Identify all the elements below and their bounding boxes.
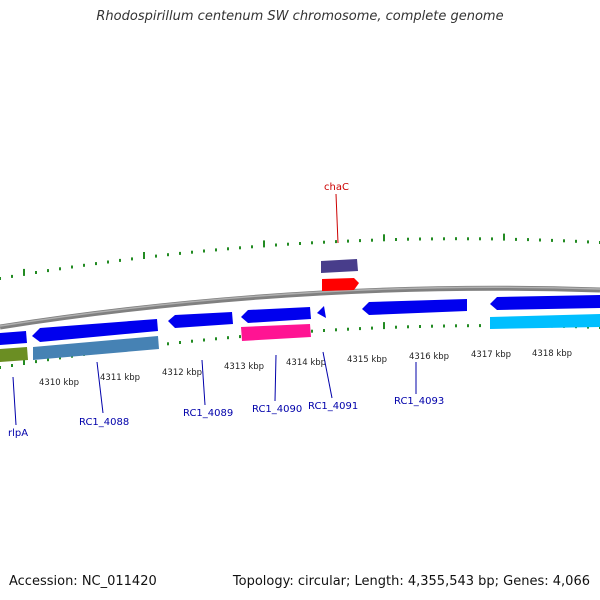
gene-label-rlpa[interactable]: rlpA [8, 428, 28, 439]
leader-rlpa [12, 376, 17, 426]
outer-ticks [0, 233, 600, 280]
gene-feature-rc1-4092-cds[interactable] [362, 299, 467, 315]
gene-feature-chac[interactable] [321, 259, 358, 273]
tick-label: 4312 kbp [162, 368, 202, 378]
gene-label-rc1-4093[interactable]: RC1_4093 [394, 396, 444, 407]
leader-rc1-4090 [274, 354, 277, 402]
tick-label: 4317 kbp [471, 350, 511, 360]
gene-label-rc1-4091[interactable]: RC1_4091 [308, 401, 358, 412]
gene-feature-rc1-4088-cds[interactable] [32, 319, 158, 342]
tick-label: 4310 kbp [39, 378, 79, 388]
gene-feature-rc1-4093[interactable] [490, 314, 600, 329]
gene-feature-chac-red[interactable] [322, 278, 359, 291]
accession-label: Accession: NC_011420 [9, 574, 157, 589]
gene-label-rc1-4090[interactable]: RC1_4090 [252, 404, 302, 415]
leader-chac [335, 193, 339, 244]
chromosome-backbone [0, 285, 600, 330]
gene-labels: chaC rlpA RC1_4088 RC1_4089 RC1_4090 RC1… [8, 182, 444, 439]
gene-label-chac[interactable]: chaC [324, 182, 349, 193]
tick-label: 4316 kbp [409, 352, 449, 362]
gene-feature-rlpa-cds[interactable] [0, 331, 27, 345]
tick-label: 4315 kbp [347, 355, 387, 365]
leader-rc1-4089 [201, 359, 206, 406]
genome-summary: Topology: circular; Length: 4,355,543 bp… [232, 574, 590, 589]
leader-rc1-4091 [322, 351, 333, 399]
leader-rc1-4088 [96, 361, 104, 414]
gene-label-rc1-4088[interactable]: RC1_4088 [79, 417, 129, 428]
chromosome-backbone-highlight [0, 286, 600, 327]
tick-label: 4314 kbp [286, 358, 326, 368]
gene-feature-rlpa[interactable] [0, 347, 28, 362]
gene-label-rc1-4089[interactable]: RC1_4089 [183, 408, 233, 419]
gene-feature-rc1-4093-cds[interactable] [490, 295, 600, 310]
tick-label: 4311 kbp [100, 373, 140, 383]
gene-feature-rc1-4089-cds[interactable] [168, 312, 233, 328]
scale-labels: 4310 kbp 4311 kbp 4312 kbp 4313 kbp 4314… [39, 349, 572, 388]
gene-feature-rc1-4090-cds[interactable] [241, 307, 311, 323]
map-title: Rhodospirillum centenum SW chromosome, c… [96, 9, 504, 24]
gene-features [0, 259, 600, 362]
gene-feature-rc1-4090[interactable] [241, 324, 311, 341]
gene-feature-rc1-4091-cds[interactable] [317, 306, 326, 318]
tick-label: 4318 kbp [532, 349, 572, 359]
label-leader-lines [12, 193, 417, 426]
tick-label: 4313 kbp [224, 362, 264, 372]
gene-feature-rc1-4088[interactable] [33, 336, 159, 360]
